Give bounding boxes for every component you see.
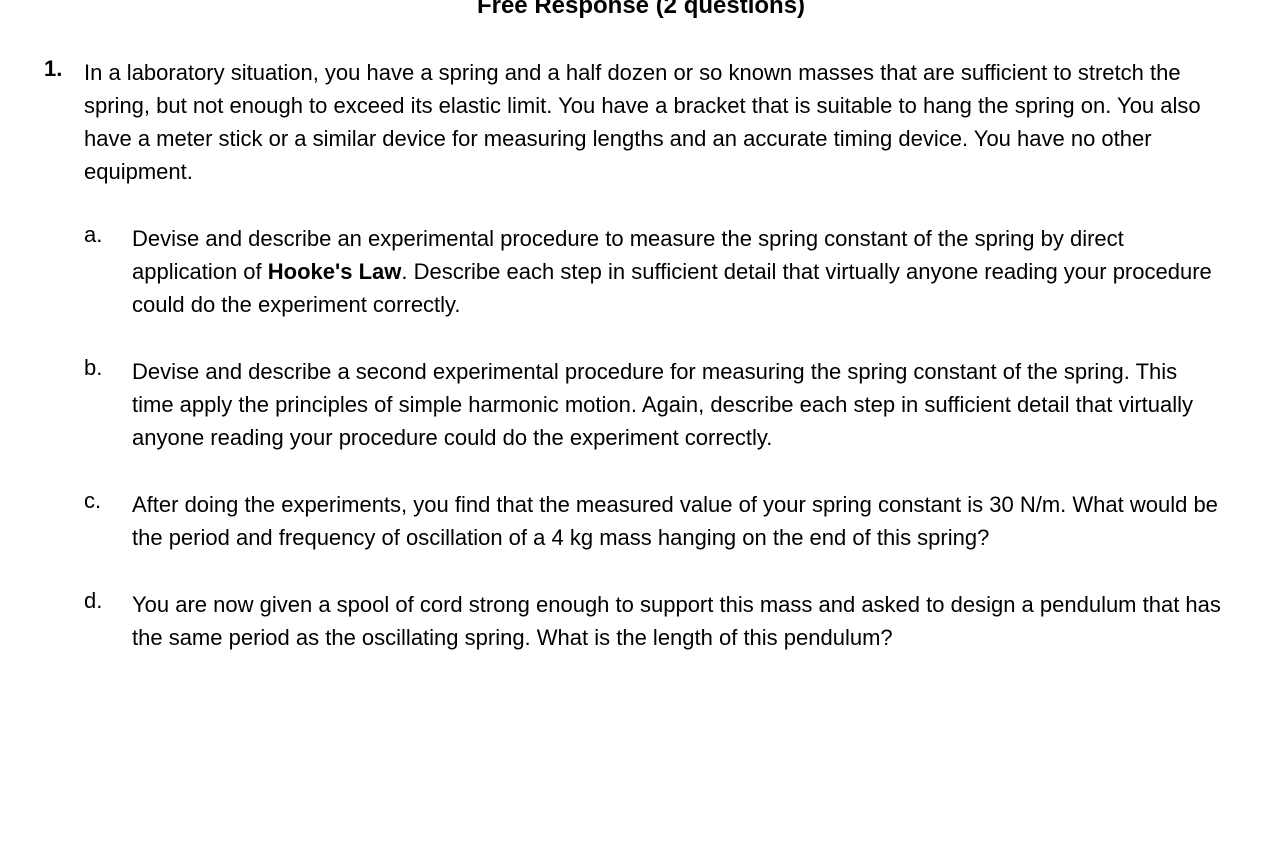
- question-intro: In a laboratory situation, you have a sp…: [84, 56, 1222, 188]
- question-body: In a laboratory situation, you have a sp…: [84, 56, 1222, 688]
- sub-text-before: You are now given a spool of cord strong…: [132, 592, 1221, 650]
- content-area: 1. In a laboratory situation, you have a…: [0, 56, 1282, 688]
- sub-text: You are now given a spool of cord strong…: [132, 588, 1222, 654]
- sub-letter: b.: [84, 355, 132, 381]
- page-header: Free Response (2 questions): [0, 0, 1282, 20]
- sub-item-a: a. Devise and describe an experimental p…: [84, 222, 1222, 321]
- question-1: 1. In a laboratory situation, you have a…: [44, 56, 1222, 688]
- sub-text: Devise and describe a second experimenta…: [132, 355, 1222, 454]
- sub-items-list: a. Devise and describe an experimental p…: [84, 222, 1222, 654]
- sub-letter: a.: [84, 222, 132, 248]
- sub-letter: d.: [84, 588, 132, 614]
- header-title: Free Response (2 questions): [477, 0, 805, 19]
- sub-text-bold: Hooke's Law: [268, 259, 402, 284]
- sub-text: Devise and describe an experimental proc…: [132, 222, 1222, 321]
- sub-text-before: Devise and describe a second experimenta…: [132, 359, 1193, 450]
- sub-letter: c.: [84, 488, 132, 514]
- sub-item-b: b. Devise and describe a second experime…: [84, 355, 1222, 454]
- sub-text-before: After doing the experiments, you find th…: [132, 492, 1218, 550]
- question-number: 1.: [44, 56, 84, 82]
- sub-item-c: c. After doing the experiments, you find…: [84, 488, 1222, 554]
- sub-text: After doing the experiments, you find th…: [132, 488, 1222, 554]
- sub-item-d: d. You are now given a spool of cord str…: [84, 588, 1222, 654]
